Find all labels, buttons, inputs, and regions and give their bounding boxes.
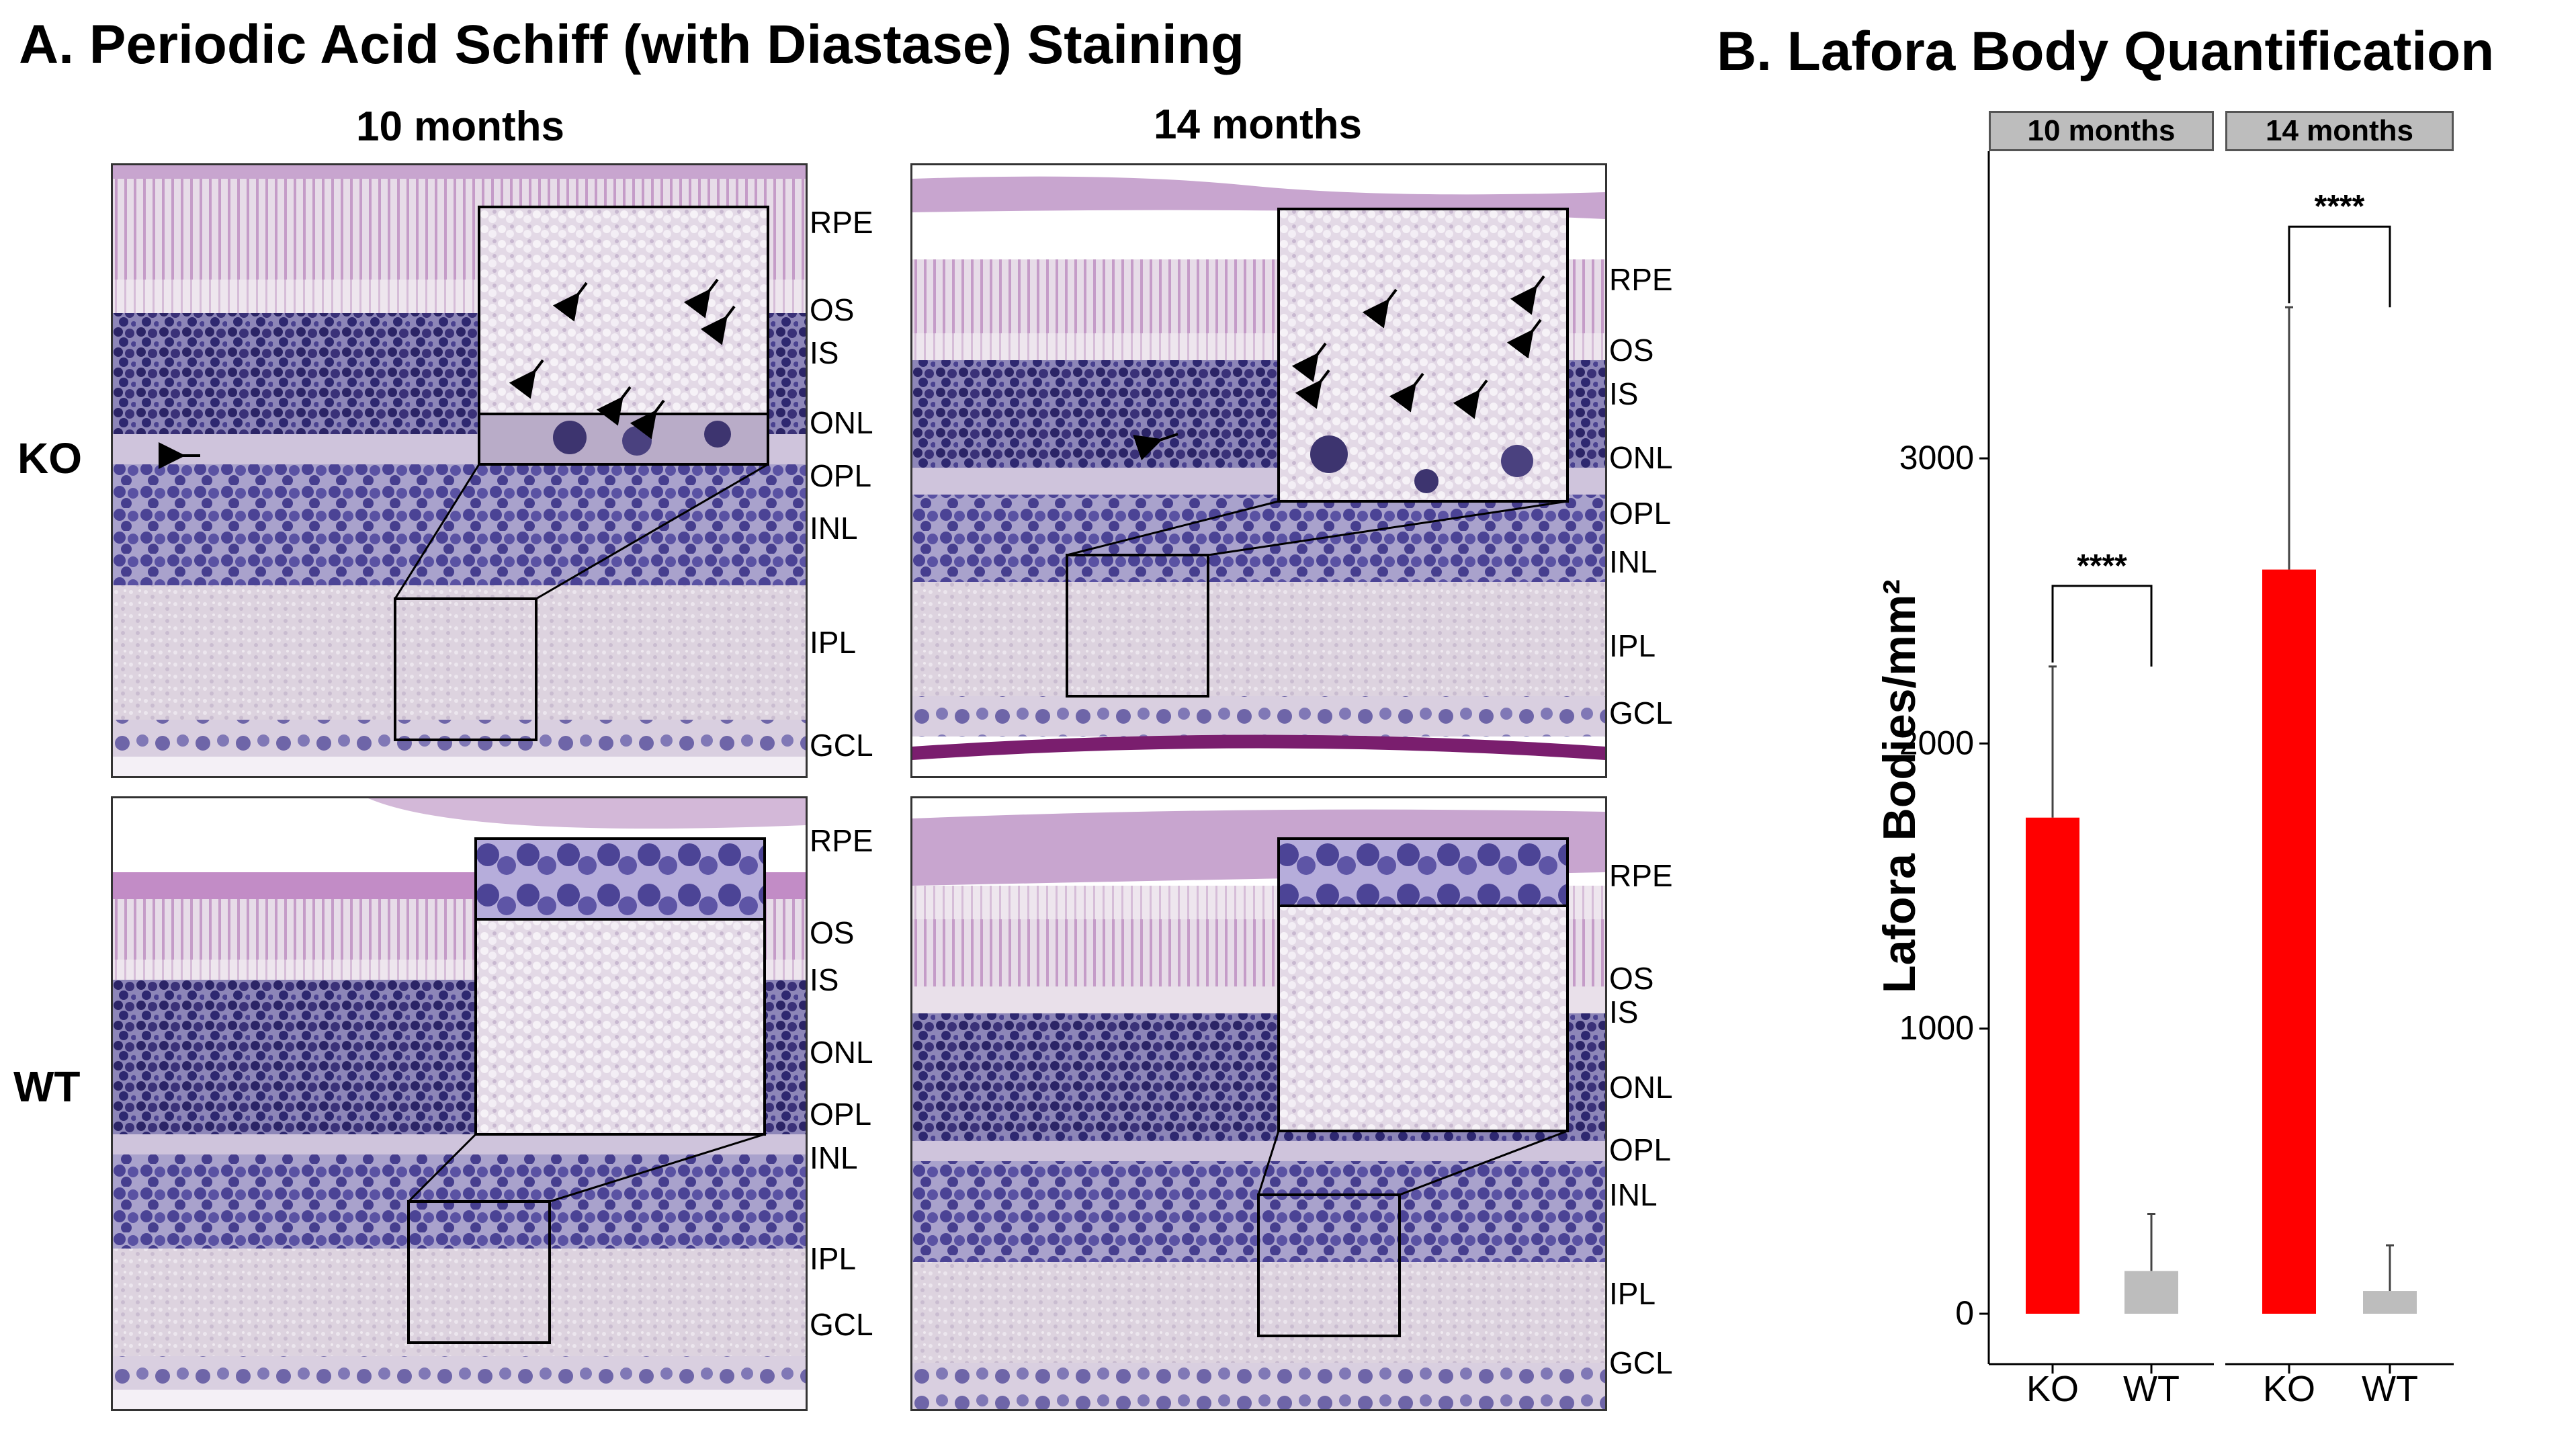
layer-label: OPL (1609, 496, 1672, 531)
arrow-icon (1362, 288, 1398, 329)
row-label-ko: KO (17, 434, 82, 482)
y-tick-label: 1000 (1899, 1009, 1974, 1047)
facet-label-14-months: 14 months (2225, 111, 2454, 151)
facet-14-months: KO WT **** (2225, 189, 2454, 1409)
significance-bracket (2288, 225, 2391, 308)
layer-label: IPL (1609, 1276, 1656, 1311)
bar-wt (2124, 1271, 2178, 1314)
layer-label: IS (1609, 995, 1639, 1029)
column-title-14-months: 14 months (1153, 101, 1363, 148)
layer-label: GCL (1609, 696, 1673, 730)
significance-stars: **** (2315, 189, 2365, 224)
x-tick-label: KO (2263, 1369, 2315, 1409)
arrow-icon (552, 282, 588, 322)
micrograph-ko-14-months (910, 163, 1607, 778)
arrow-icon (509, 359, 544, 399)
layer-label: ONL (810, 1035, 873, 1070)
facet-label-10-months: 10 months (1989, 111, 2214, 151)
layer-label: INL (1609, 1177, 1658, 1212)
layer-label: RPE (1609, 262, 1673, 297)
micrograph-ko-10-months (111, 163, 808, 778)
magnified-inset (1277, 837, 1569, 1132)
layer-label: INL (810, 1140, 858, 1175)
layer-label: IPL (810, 1241, 857, 1276)
magnified-inset (474, 837, 766, 1136)
bar-ko (2026, 817, 2079, 1314)
arrow-icon (1291, 342, 1327, 382)
arrow-icon (683, 278, 719, 319)
arrow-icon (1133, 433, 1178, 461)
significance-stars: **** (2077, 548, 2127, 584)
layer-label: GCL (810, 1307, 873, 1342)
arrow-icon (596, 386, 632, 426)
layer-label: GCL (1609, 1345, 1673, 1380)
arrow-icon (1510, 275, 1545, 315)
zoom-region-box (407, 1200, 551, 1344)
magnified-inset (478, 206, 769, 466)
zoom-region-box (1066, 554, 1209, 698)
arrow-icon (1389, 372, 1424, 413)
y-tick-label: 0 (1955, 1294, 1974, 1332)
y-axis: 0 1000 2000 3000 (1899, 151, 1990, 1364)
layer-label: INL (1609, 544, 1658, 579)
layer-label: OS (1609, 333, 1654, 368)
layer-label: ONL (1609, 440, 1673, 475)
layer-label: ONL (810, 405, 873, 440)
row-label-wt: WT (13, 1062, 81, 1111)
facet-10-months: KO WT **** (1989, 548, 2214, 1409)
x-tick-label: KO (2026, 1369, 2079, 1409)
layer-label: IS (810, 962, 839, 997)
layer-label: IPL (1609, 628, 1656, 663)
zoom-region-box (394, 597, 538, 741)
micrograph-wt-10-months (111, 796, 808, 1411)
panel-a-title: A. Periodic Acid Schiff (with Diastase) … (19, 14, 1245, 75)
layer-label: ONL (1609, 1070, 1673, 1105)
arrow-icon (700, 305, 736, 345)
arrow-icon (1295, 369, 1330, 409)
zoom-region-box (1257, 1193, 1401, 1337)
layer-label: OPL (1609, 1132, 1672, 1167)
layer-label: IS (810, 335, 839, 370)
x-tick-label: WT (2362, 1369, 2418, 1409)
micrograph-wt-14-months (910, 796, 1607, 1411)
layer-label: OS (810, 292, 855, 327)
column-title-10-months: 10 months (355, 103, 565, 150)
layer-label: INL (810, 511, 858, 546)
panel-b-title: B. Lafora Body Quantification (1717, 21, 2495, 82)
arrow-icon (1506, 319, 1542, 359)
layer-label: OPL (810, 1097, 872, 1132)
y-tick-label: 3000 (1899, 439, 1974, 476)
layer-label: RPE (1609, 858, 1673, 893)
layer-label: RPE (810, 205, 873, 240)
arrow-icon (630, 399, 665, 439)
layer-label: OPL (810, 458, 872, 493)
layer-label: RPE (810, 823, 873, 858)
y-axis-label: Lafora Bodies/mm² (1874, 579, 1925, 993)
y-tick-label: 2000 (1899, 724, 1974, 761)
significance-bracket (2051, 585, 2153, 667)
layer-label: GCL (810, 728, 873, 763)
layer-label: IPL (810, 625, 857, 660)
arrow-icon (1453, 379, 1488, 419)
bar-wt (2363, 1291, 2417, 1314)
layer-label: IS (1609, 376, 1639, 411)
layer-label: OS (1609, 961, 1654, 996)
x-tick-label: WT (2123, 1369, 2180, 1409)
layer-label: OS (810, 915, 855, 950)
bar-ko (2262, 569, 2316, 1314)
